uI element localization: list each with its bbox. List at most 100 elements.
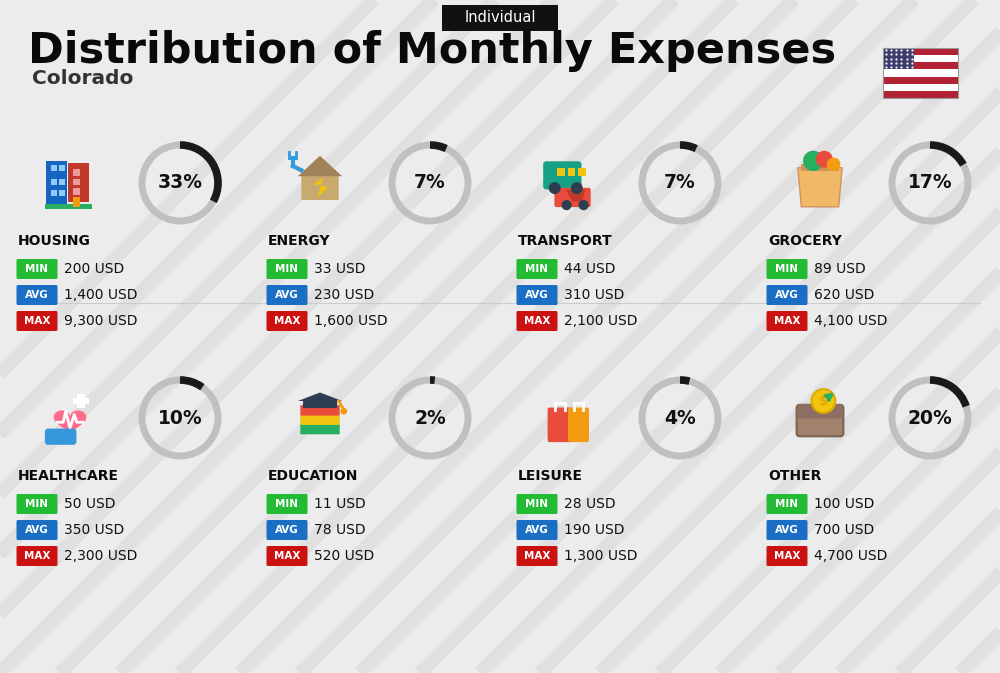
Text: OTHER: OTHER [768, 469, 821, 483]
FancyBboxPatch shape [883, 77, 958, 83]
FancyBboxPatch shape [883, 69, 958, 77]
Polygon shape [566, 190, 585, 202]
FancyBboxPatch shape [767, 546, 808, 566]
Text: MIN: MIN [276, 264, 298, 274]
FancyBboxPatch shape [300, 405, 340, 416]
Text: TRANSPORT: TRANSPORT [518, 234, 613, 248]
Text: GROCERY: GROCERY [768, 234, 842, 248]
Text: 190 USD: 190 USD [564, 523, 624, 537]
Text: 620 USD: 620 USD [814, 288, 874, 302]
Text: EDUCATION: EDUCATION [268, 469, 358, 483]
Text: MAX: MAX [524, 316, 550, 326]
FancyBboxPatch shape [59, 180, 65, 185]
Circle shape [812, 389, 835, 413]
Text: AVG: AVG [25, 525, 49, 535]
Text: 2,300 USD: 2,300 USD [64, 549, 137, 563]
Text: MAX: MAX [524, 551, 550, 561]
FancyBboxPatch shape [767, 259, 808, 279]
FancyBboxPatch shape [568, 407, 589, 442]
Text: HOUSING: HOUSING [18, 234, 91, 248]
FancyBboxPatch shape [59, 165, 65, 171]
Text: 4,700 USD: 4,700 USD [814, 549, 887, 563]
Text: MIN: MIN [526, 499, 548, 509]
Polygon shape [298, 156, 342, 176]
FancyBboxPatch shape [51, 165, 57, 171]
FancyBboxPatch shape [266, 285, 308, 305]
FancyBboxPatch shape [46, 161, 67, 207]
Text: MAX: MAX [24, 316, 50, 326]
FancyBboxPatch shape [883, 83, 958, 91]
FancyBboxPatch shape [16, 520, 58, 540]
Text: 50 USD: 50 USD [64, 497, 116, 511]
Text: 4,100 USD: 4,100 USD [814, 314, 888, 328]
FancyBboxPatch shape [68, 163, 89, 202]
Text: LEISURE: LEISURE [518, 469, 583, 483]
Polygon shape [313, 178, 328, 199]
Circle shape [578, 200, 589, 210]
Text: MIN: MIN [26, 264, 48, 274]
Text: AVG: AVG [525, 290, 549, 300]
FancyBboxPatch shape [767, 494, 808, 514]
Circle shape [816, 151, 833, 168]
Text: 350 USD: 350 USD [64, 523, 124, 537]
Text: Colorado: Colorado [32, 69, 133, 89]
Text: MIN: MIN [276, 499, 298, 509]
Text: 1,400 USD: 1,400 USD [64, 288, 138, 302]
FancyBboxPatch shape [266, 311, 308, 331]
Text: 11 USD: 11 USD [314, 497, 366, 511]
FancyBboxPatch shape [883, 91, 958, 98]
Text: MAX: MAX [774, 551, 800, 561]
Circle shape [562, 200, 572, 210]
FancyBboxPatch shape [767, 311, 808, 331]
Text: 230 USD: 230 USD [314, 288, 374, 302]
FancyBboxPatch shape [73, 197, 80, 207]
Text: AVG: AVG [25, 290, 49, 300]
FancyBboxPatch shape [300, 424, 340, 434]
FancyBboxPatch shape [516, 546, 558, 566]
FancyBboxPatch shape [442, 5, 558, 31]
FancyBboxPatch shape [516, 520, 558, 540]
FancyBboxPatch shape [16, 259, 58, 279]
Text: $: $ [819, 394, 828, 407]
FancyBboxPatch shape [797, 404, 843, 436]
FancyBboxPatch shape [516, 285, 558, 305]
FancyBboxPatch shape [767, 285, 808, 305]
Text: 520 USD: 520 USD [314, 549, 374, 563]
FancyBboxPatch shape [798, 404, 842, 419]
FancyBboxPatch shape [44, 204, 92, 209]
FancyBboxPatch shape [45, 429, 76, 445]
FancyBboxPatch shape [16, 546, 58, 566]
FancyBboxPatch shape [77, 394, 85, 408]
Text: 2,100 USD: 2,100 USD [564, 314, 638, 328]
FancyBboxPatch shape [300, 415, 340, 425]
Text: MIN: MIN [26, 499, 48, 509]
Text: AVG: AVG [275, 525, 299, 535]
Text: 17%: 17% [908, 174, 952, 192]
FancyBboxPatch shape [266, 520, 308, 540]
FancyBboxPatch shape [554, 188, 591, 207]
FancyBboxPatch shape [59, 190, 65, 196]
FancyBboxPatch shape [266, 259, 308, 279]
Text: Individual: Individual [464, 11, 536, 26]
Text: MAX: MAX [24, 551, 50, 561]
Circle shape [827, 157, 840, 171]
Text: 4%: 4% [664, 409, 696, 427]
Text: MIN: MIN [526, 264, 548, 274]
Text: 20%: 20% [908, 409, 952, 427]
FancyBboxPatch shape [73, 178, 80, 185]
FancyBboxPatch shape [303, 401, 337, 408]
Polygon shape [54, 411, 86, 435]
Polygon shape [798, 168, 842, 207]
FancyBboxPatch shape [516, 311, 558, 331]
Polygon shape [298, 392, 342, 401]
FancyBboxPatch shape [557, 168, 565, 176]
Text: AVG: AVG [525, 525, 549, 535]
FancyBboxPatch shape [266, 546, 308, 566]
FancyBboxPatch shape [16, 494, 58, 514]
Text: MIN: MIN [776, 499, 798, 509]
Circle shape [340, 408, 347, 415]
Text: 33%: 33% [158, 174, 202, 192]
FancyBboxPatch shape [578, 168, 586, 176]
Text: 310 USD: 310 USD [564, 288, 624, 302]
FancyBboxPatch shape [801, 164, 839, 171]
